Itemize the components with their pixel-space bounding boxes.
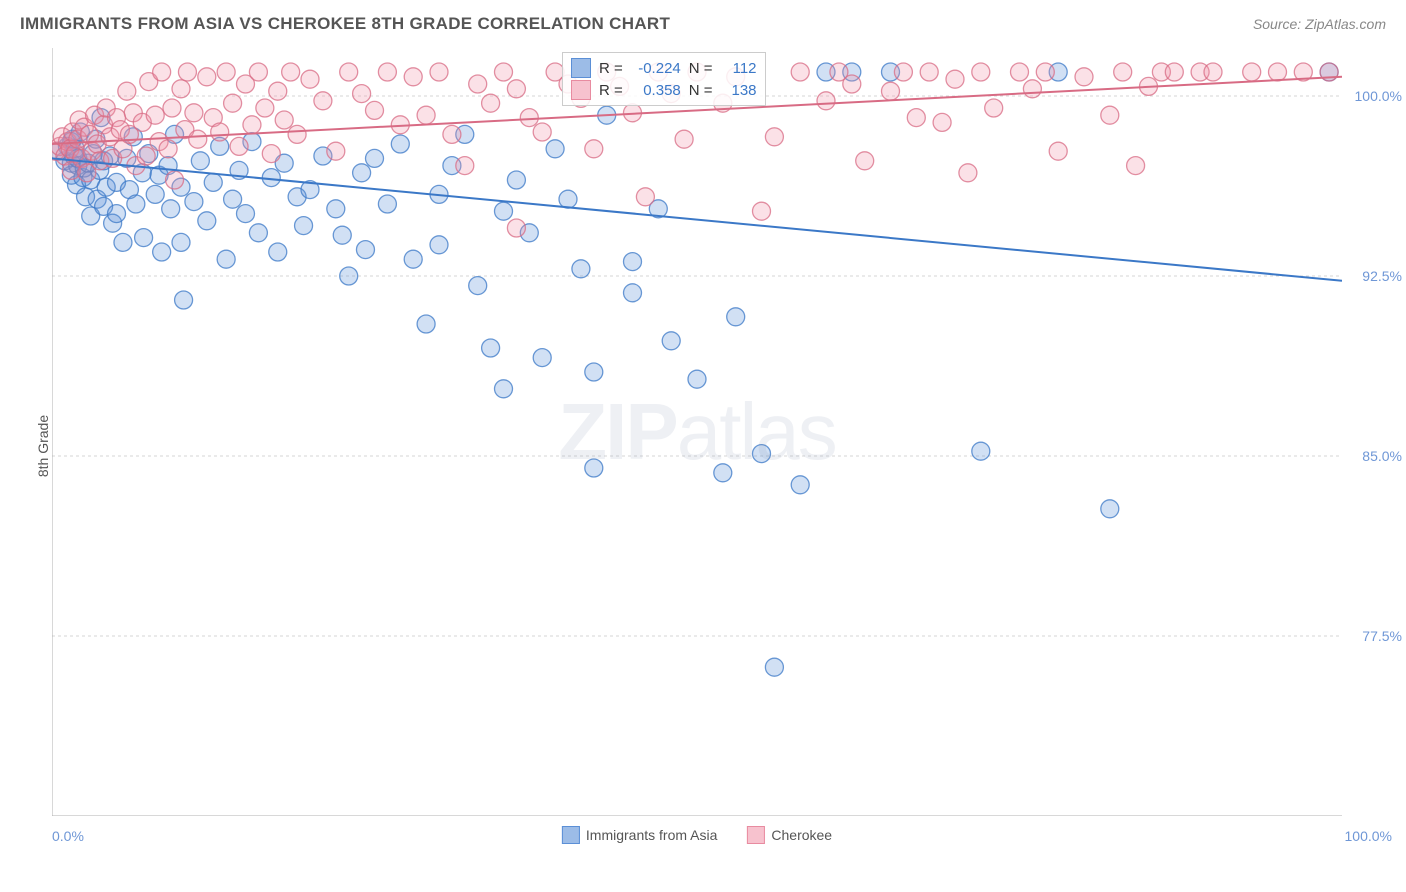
stats-swatch (571, 58, 591, 78)
y-tick-label: 100.0% (1355, 88, 1402, 104)
stats-row: R = -0.224 N = 112 (571, 57, 757, 79)
stats-r-value: 0.358 (631, 82, 681, 99)
legend-item: Immigrants from Asia (562, 826, 717, 844)
legend-bottom: Immigrants from Asia Cherokee (562, 826, 832, 844)
x-tick-min: 0.0% (52, 828, 84, 844)
stats-r-value: -0.224 (631, 60, 681, 77)
legend-item: Cherokee (747, 826, 832, 844)
legend-swatch (747, 826, 765, 844)
legend-label: Cherokee (771, 827, 832, 843)
y-tick-label: 85.0% (1362, 448, 1402, 464)
y-tick-label: 92.5% (1362, 268, 1402, 284)
stats-n-label: N = (689, 82, 713, 99)
y-tick-label: 77.5% (1362, 628, 1402, 644)
source-credit: Source: ZipAtlas.com (1253, 16, 1386, 32)
stats-legend-box: R = -0.224 N = 112 R = 0.358 N = 138 (562, 52, 766, 106)
x-tick-max: 100.0% (1345, 828, 1392, 844)
stats-n-value: 138 (721, 82, 757, 99)
legend-swatch (562, 826, 580, 844)
chart-title: IMMIGRANTS FROM ASIA VS CHEROKEE 8TH GRA… (20, 14, 670, 34)
chart-area: ZIPatlas R =-0.224N =112R =0.358N =138 0… (52, 48, 1342, 816)
stats-n-label: N = (689, 60, 713, 77)
stats-swatch (571, 80, 591, 100)
stats-row: R = 0.358 N = 138 (571, 79, 757, 101)
stats-r-label: R = (599, 60, 623, 77)
y-axis-label: 8th Grade (35, 415, 51, 477)
stats-r-label: R = (599, 82, 623, 99)
stats-n-value: 112 (721, 60, 757, 77)
scatter-plot (52, 48, 1342, 816)
legend-label: Immigrants from Asia (586, 827, 717, 843)
